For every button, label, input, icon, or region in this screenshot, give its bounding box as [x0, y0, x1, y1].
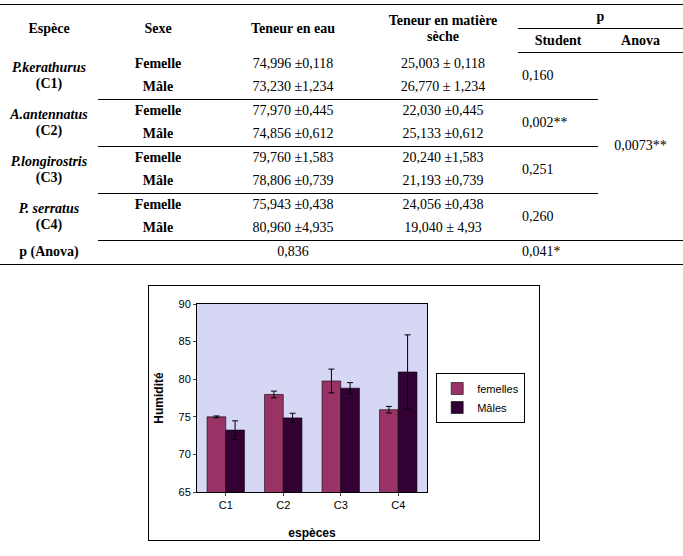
html-text:Anova: Anova — [621, 32, 660, 48]
html-text:22,030 ±0,445: 22,030 ±0,445 — [402, 103, 484, 118]
html-text:Femelle: Femelle — [134, 56, 182, 71]
html-text:0,160: 0,160 — [522, 67, 554, 83]
html-text:74,996 ±0,118: 74,996 ±0,118 — [252, 56, 334, 71]
html-text:Espèce: Espèce — [28, 20, 70, 36]
html-text:Mâle: Mâle — [142, 126, 174, 141]
html-text:P. serratus: P. serratus — [18, 200, 80, 216]
svg-text:85: 85 — [179, 335, 191, 347]
html-text:24,056 ±0,438: 24,056 ±0,438 — [402, 197, 484, 212]
html-text:25,133 ±0,612: 25,133 ±0,612 — [402, 126, 484, 141]
svg-text:femelles: femelles — [477, 383, 518, 395]
svg-text:C1: C1 — [219, 499, 233, 511]
svg-text:70: 70 — [179, 448, 191, 460]
html-text:(C1): (C1) — [35, 75, 63, 91]
svg-text:75: 75 — [179, 411, 191, 423]
html-text:Femelle: Femelle — [134, 150, 182, 165]
html-text:Teneur en matière sèche: Teneur en matière sèche — [388, 12, 498, 44]
html-text:75,943 ±0,438: 75,943 ±0,438 — [252, 197, 334, 212]
svg-text:Humidité: Humidité — [152, 372, 166, 424]
svg-text:C3: C3 — [334, 499, 348, 511]
html-text:(C4): (C4) — [35, 216, 63, 232]
html-text:0,002**: 0,002** — [522, 114, 568, 130]
html-text:77,970 ±0,445: 77,970 ±0,445 — [252, 103, 334, 118]
html-text:0,041*: 0,041* — [522, 244, 561, 259]
html-text:Teneur en eau: Teneur en eau — [251, 20, 335, 36]
html-text:Femelle: Femelle — [134, 103, 182, 118]
html-text:Mâle: Mâle — [142, 220, 174, 235]
html-text:(C2): (C2) — [35, 122, 63, 138]
html-text:Sexe: Sexe — [144, 20, 172, 36]
svg-text:espèces: espèces — [288, 526, 336, 540]
html-text:21,193 ±0,739: 21,193 ±0,739 — [402, 173, 484, 188]
html-text:Student: Student — [534, 32, 582, 48]
html-text:Mâle: Mâle — [142, 173, 174, 188]
html-text:73,230 ±1,234: 73,230 ±1,234 — [252, 79, 334, 94]
svg-text:90: 90 — [179, 298, 191, 310]
html-text:0,260: 0,260 — [522, 208, 554, 224]
html-text:19,040 ± 4,93: 19,040 ± 4,93 — [404, 220, 482, 235]
html-text:25,003 ± 0,118: 25,003 ± 0,118 — [400, 56, 486, 71]
html-text:74,856 ±0,612: 74,856 ±0,612 — [252, 126, 334, 141]
html-text:0,251: 0,251 — [522, 161, 554, 177]
svg-text:C2: C2 — [276, 499, 290, 511]
svg-text:C4: C4 — [391, 499, 405, 511]
html-text:Femelle: Femelle — [134, 197, 182, 212]
html-text:0,836: 0,836 — [277, 244, 309, 259]
html-text:26,770 ± 1,234: 26,770 ± 1,234 — [400, 79, 486, 94]
html-text:(C3): (C3) — [35, 169, 63, 185]
svg-text:65: 65 — [179, 486, 191, 498]
svg-text:80: 80 — [179, 373, 191, 385]
html-text:78,806 ±0,739: 78,806 ±0,739 — [252, 173, 334, 188]
html-text:0,0073**: 0,0073** — [614, 138, 667, 154]
html-text:79,760 ±1,583: 79,760 ±1,583 — [252, 150, 334, 165]
html-text:p: p — [596, 8, 605, 24]
html-text:p (Anova): p (Anova) — [19, 243, 79, 259]
html-text:P.kerathurus: P.kerathurus — [12, 59, 86, 75]
html-text:P.longirostris: P.longirostris — [10, 153, 88, 169]
html-text:Mâle: Mâle — [142, 79, 174, 94]
html-text:20,240 ±1,583: 20,240 ±1,583 — [402, 150, 484, 165]
html-text:80,960 ±4,935: 80,960 ±4,935 — [252, 220, 334, 235]
html-text:A.antennatus: A.antennatus — [10, 106, 88, 122]
svg-text:Mâles: Mâles — [477, 402, 507, 414]
